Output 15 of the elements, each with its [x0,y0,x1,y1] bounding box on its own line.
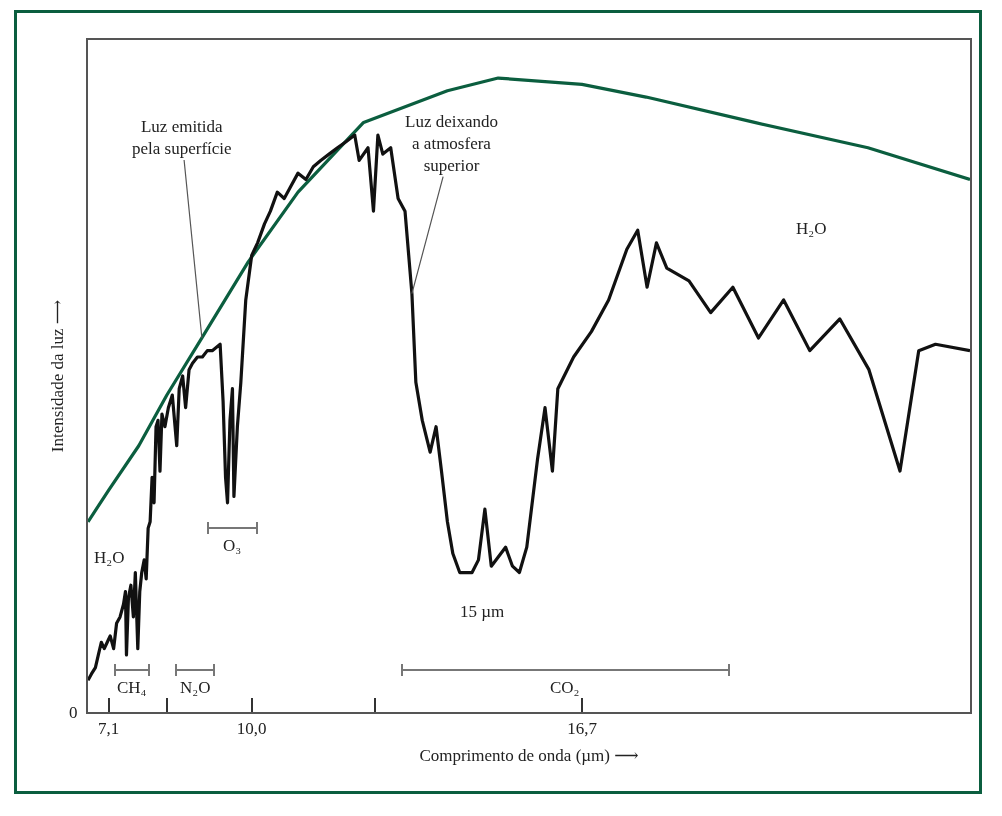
x-tick-label: 10,0 [236,719,267,739]
annotation: O₃ [223,536,242,555]
x-tick-label: 7,1 [98,719,120,739]
annotation: 15 µm [460,602,505,621]
annotation: Luz deixando a atmosfera superior [405,112,498,176]
annotation: CO₂ [550,678,580,697]
annotation: H₂O [94,548,125,567]
annotation: CH₄ [117,678,147,697]
x-tick-label: 16,7 [567,719,598,739]
annotation: N₂O [180,678,211,697]
y-axis-title: Intensidade da luz ⟶ [48,299,68,453]
annotation: Luz emitida pela superfície [132,117,232,159]
text: 0 [69,703,78,722]
annotation: H₂O [796,219,827,238]
x-axis-title: Comprimento de onda (µm) ⟶ [419,746,639,766]
